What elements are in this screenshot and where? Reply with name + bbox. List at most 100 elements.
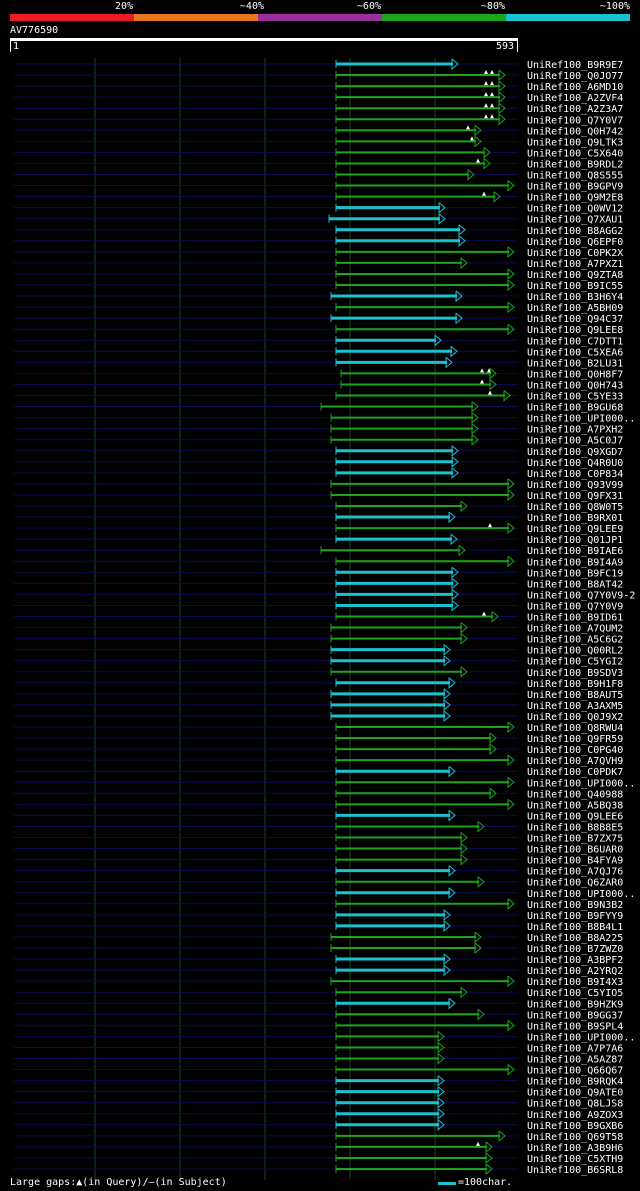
hit-label[interactable]: UniRef100_B9RX01 xyxy=(527,513,623,524)
hit-label[interactable]: UniRef100_B9IC55 xyxy=(527,281,623,292)
hit-label[interactable]: UniRef100_Q69T58 xyxy=(527,1132,623,1143)
hit-label[interactable]: UniRef100_A5AZ87 xyxy=(527,1055,623,1066)
hit-row[interactable]: UniRef100_C0PDK7 xyxy=(14,765,623,778)
hit-row[interactable]: UniRef100_UPI000.. xyxy=(14,412,635,425)
hit-label[interactable]: UniRef100_Q0WV12 xyxy=(527,204,623,215)
hit-label[interactable]: UniRef100_A7QUM2 xyxy=(527,624,623,635)
hit-label[interactable]: UniRef100_A7PXH2 xyxy=(527,425,623,436)
hit-row[interactable]: UniRef100_Q0JO77 xyxy=(14,69,623,82)
hit-row[interactable]: UniRef100_Q01JP1 xyxy=(14,533,623,546)
hit-row[interactable]: UniRef100_Q9M2E8 xyxy=(14,191,623,204)
hit-label[interactable]: UniRef100_C0PK2X xyxy=(527,248,623,259)
hit-label[interactable]: UniRef100_B8B8E5 xyxy=(527,822,623,833)
hit-label[interactable]: UniRef100_B8AUT5 xyxy=(527,690,623,701)
hit-label[interactable]: UniRef100_B9GU68 xyxy=(527,403,623,414)
hit-label[interactable]: UniRef100_C5X640 xyxy=(527,148,623,159)
hit-label[interactable]: UniRef100_A2Z3A7 xyxy=(527,104,623,115)
hit-label[interactable]: UniRef100_C7DTT1 xyxy=(527,336,623,347)
hit-label[interactable]: UniRef100_Q9FR59 xyxy=(527,734,623,745)
hit-row[interactable]: UniRef100_B9IC55 xyxy=(14,279,623,292)
hit-label[interactable]: UniRef100_B9ID61 xyxy=(527,613,623,624)
hit-row[interactable]: UniRef100_A7QVH9 xyxy=(14,754,623,767)
hit-row[interactable]: UniRef100_Q6ZAR0 xyxy=(14,876,623,889)
hit-row[interactable]: UniRef100_B6SRL8 xyxy=(14,1163,623,1176)
hit-label[interactable]: UniRef100_A7PXZ1 xyxy=(527,259,623,270)
hit-row[interactable]: UniRef100_A7P7A6 xyxy=(14,1042,623,1054)
hit-row[interactable]: UniRef100_A7QUM2 xyxy=(14,622,623,635)
hit-label[interactable]: UniRef100_Q6ZAR0 xyxy=(527,878,623,889)
hit-label[interactable]: UniRef100_Q9ATE0 xyxy=(527,1088,623,1099)
hit-label[interactable]: UniRef100_Q93V99 xyxy=(527,480,623,491)
hit-label[interactable]: UniRef100_B4FYA9 xyxy=(527,856,623,867)
hit-label[interactable]: UniRef100_C0PG40 xyxy=(527,745,623,756)
hit-label[interactable]: UniRef100_B9GXB6 xyxy=(527,1121,623,1132)
hit-row[interactable]: UniRef100_B9I4A9 xyxy=(14,555,623,568)
hit-label[interactable]: UniRef100_Q0J9X2 xyxy=(527,712,623,723)
hit-row[interactable]: UniRef100_A9ZOX3 xyxy=(14,1108,623,1121)
hit-label[interactable]: UniRef100_B7ZWZ0 xyxy=(527,944,623,955)
hit-row[interactable]: UniRef100_Q0WV12 xyxy=(14,202,623,215)
hit-row[interactable]: UniRef100_Q8S555 xyxy=(14,169,623,182)
hit-row[interactable]: UniRef100_Q00RL2 xyxy=(14,644,623,657)
hit-label[interactable]: UniRef100_UPI000.. xyxy=(527,414,635,425)
hit-label[interactable]: UniRef100_A5C6G2 xyxy=(527,635,623,646)
hit-row[interactable]: UniRef100_Q4R0U0 xyxy=(14,456,623,469)
hit-label[interactable]: UniRef100_Q8S555 xyxy=(527,171,623,182)
hit-row[interactable]: UniRef100_B8AUT5 xyxy=(14,688,623,701)
hit-row[interactable]: UniRef100_B9N3B2 xyxy=(14,898,623,911)
hit-row[interactable]: UniRef100_A5AZ87 xyxy=(14,1053,623,1066)
hit-label[interactable]: UniRef100_Q9M2E8 xyxy=(527,193,623,204)
hit-label[interactable]: UniRef100_A5BQ38 xyxy=(527,800,623,811)
hit-row[interactable]: UniRef100_Q93V99 xyxy=(14,478,623,491)
hit-row[interactable]: UniRef100_B9GG37 xyxy=(14,1008,623,1021)
hit-row[interactable]: UniRef100_A7PXZ1 xyxy=(14,257,623,270)
hit-row[interactable]: UniRef100_B9FYY9 xyxy=(14,909,623,922)
hit-label[interactable]: UniRef100_B9FC19 xyxy=(527,568,623,579)
hit-row[interactable]: UniRef100_A7QJ76 xyxy=(14,865,623,878)
hit-row[interactable]: UniRef100_Q9ATE0 xyxy=(14,1086,623,1099)
hit-row[interactable]: UniRef100_Q0H8F7 xyxy=(14,368,623,380)
hit-label[interactable]: UniRef100_B9R9E7 xyxy=(527,60,623,71)
hit-row[interactable]: UniRef100_C5XTH9 xyxy=(14,1152,623,1165)
hit-label[interactable]: UniRef100_B9HZK9 xyxy=(527,999,623,1010)
hit-row[interactable]: UniRef100_A3B9H6 xyxy=(14,1141,623,1154)
hit-label[interactable]: UniRef100_B9SDV3 xyxy=(527,668,623,679)
hit-row[interactable]: UniRef100_Q9LEE8 xyxy=(14,323,623,336)
hit-row[interactable]: UniRef100_B8B8E5 xyxy=(14,821,623,833)
hit-label[interactable]: UniRef100_A2YRQ2 xyxy=(527,966,623,977)
hit-row[interactable]: UniRef100_B9I4X3 xyxy=(14,975,623,988)
hit-row[interactable]: UniRef100_UPI000.. xyxy=(14,887,635,900)
hit-row[interactable]: UniRef100_B7ZX75 xyxy=(14,832,623,845)
hit-row[interactable]: UniRef100_Q9FX31 xyxy=(14,489,623,502)
hit-label[interactable]: UniRef100_Q9FX31 xyxy=(527,491,623,502)
hit-label[interactable]: UniRef100_B9FYY9 xyxy=(527,911,623,922)
hit-label[interactable]: UniRef100_A3BPF2 xyxy=(527,955,623,966)
hit-row[interactable]: UniRef100_A2ZVF4 xyxy=(14,91,623,104)
hit-row[interactable]: UniRef100_B9SDV3 xyxy=(14,666,623,679)
hit-label[interactable]: UniRef100_A7QVH9 xyxy=(527,756,623,767)
hit-label[interactable]: UniRef100_B9N3B2 xyxy=(527,900,623,911)
hit-label[interactable]: UniRef100_Q00RL2 xyxy=(527,646,623,657)
hit-row[interactable]: UniRef100_Q0H742 xyxy=(14,124,623,137)
hit-row[interactable]: UniRef100_B9IAE6 xyxy=(14,544,623,557)
hit-row[interactable]: UniRef100_B8B4L1 xyxy=(14,920,623,933)
hit-row[interactable]: UniRef100_UPI000.. xyxy=(14,776,635,789)
hit-row[interactable]: UniRef100_Q69T58 xyxy=(14,1130,623,1143)
hit-label[interactable]: UniRef100_A7P7A6 xyxy=(527,1043,623,1054)
hit-label[interactable]: UniRef100_Q0JO77 xyxy=(527,71,623,82)
hit-label[interactable]: UniRef100_Q0H742 xyxy=(527,126,623,137)
hit-row[interactable]: UniRef100_Q7Y0V7 xyxy=(14,113,623,126)
hit-row[interactable]: UniRef100_B9HZK9 xyxy=(14,997,623,1010)
hit-row[interactable]: UniRef100_A2Z3A7 xyxy=(14,102,623,115)
hit-row[interactable]: UniRef100_Q7Y0V9-2 xyxy=(14,589,635,601)
hit-row[interactable]: UniRef100_B8AT42 xyxy=(14,577,623,590)
hit-label[interactable]: UniRef100_Q7Y0V9-2 xyxy=(527,590,635,601)
hit-label[interactable]: UniRef100_A5C0J7 xyxy=(527,436,623,447)
hit-row[interactable]: UniRef100_B9H1F8 xyxy=(14,677,623,690)
hit-row[interactable]: UniRef100_Q9LEE9 xyxy=(14,522,623,535)
hit-row[interactable]: UniRef100_B9RDL2 xyxy=(14,158,623,170)
hit-label[interactable]: UniRef100_B9H1F8 xyxy=(527,679,623,690)
hit-label[interactable]: UniRef100_B2LU31 xyxy=(527,358,623,369)
hit-label[interactable]: UniRef100_B7ZX75 xyxy=(527,834,623,845)
hit-label[interactable]: UniRef100_B9RQK4 xyxy=(527,1077,623,1088)
